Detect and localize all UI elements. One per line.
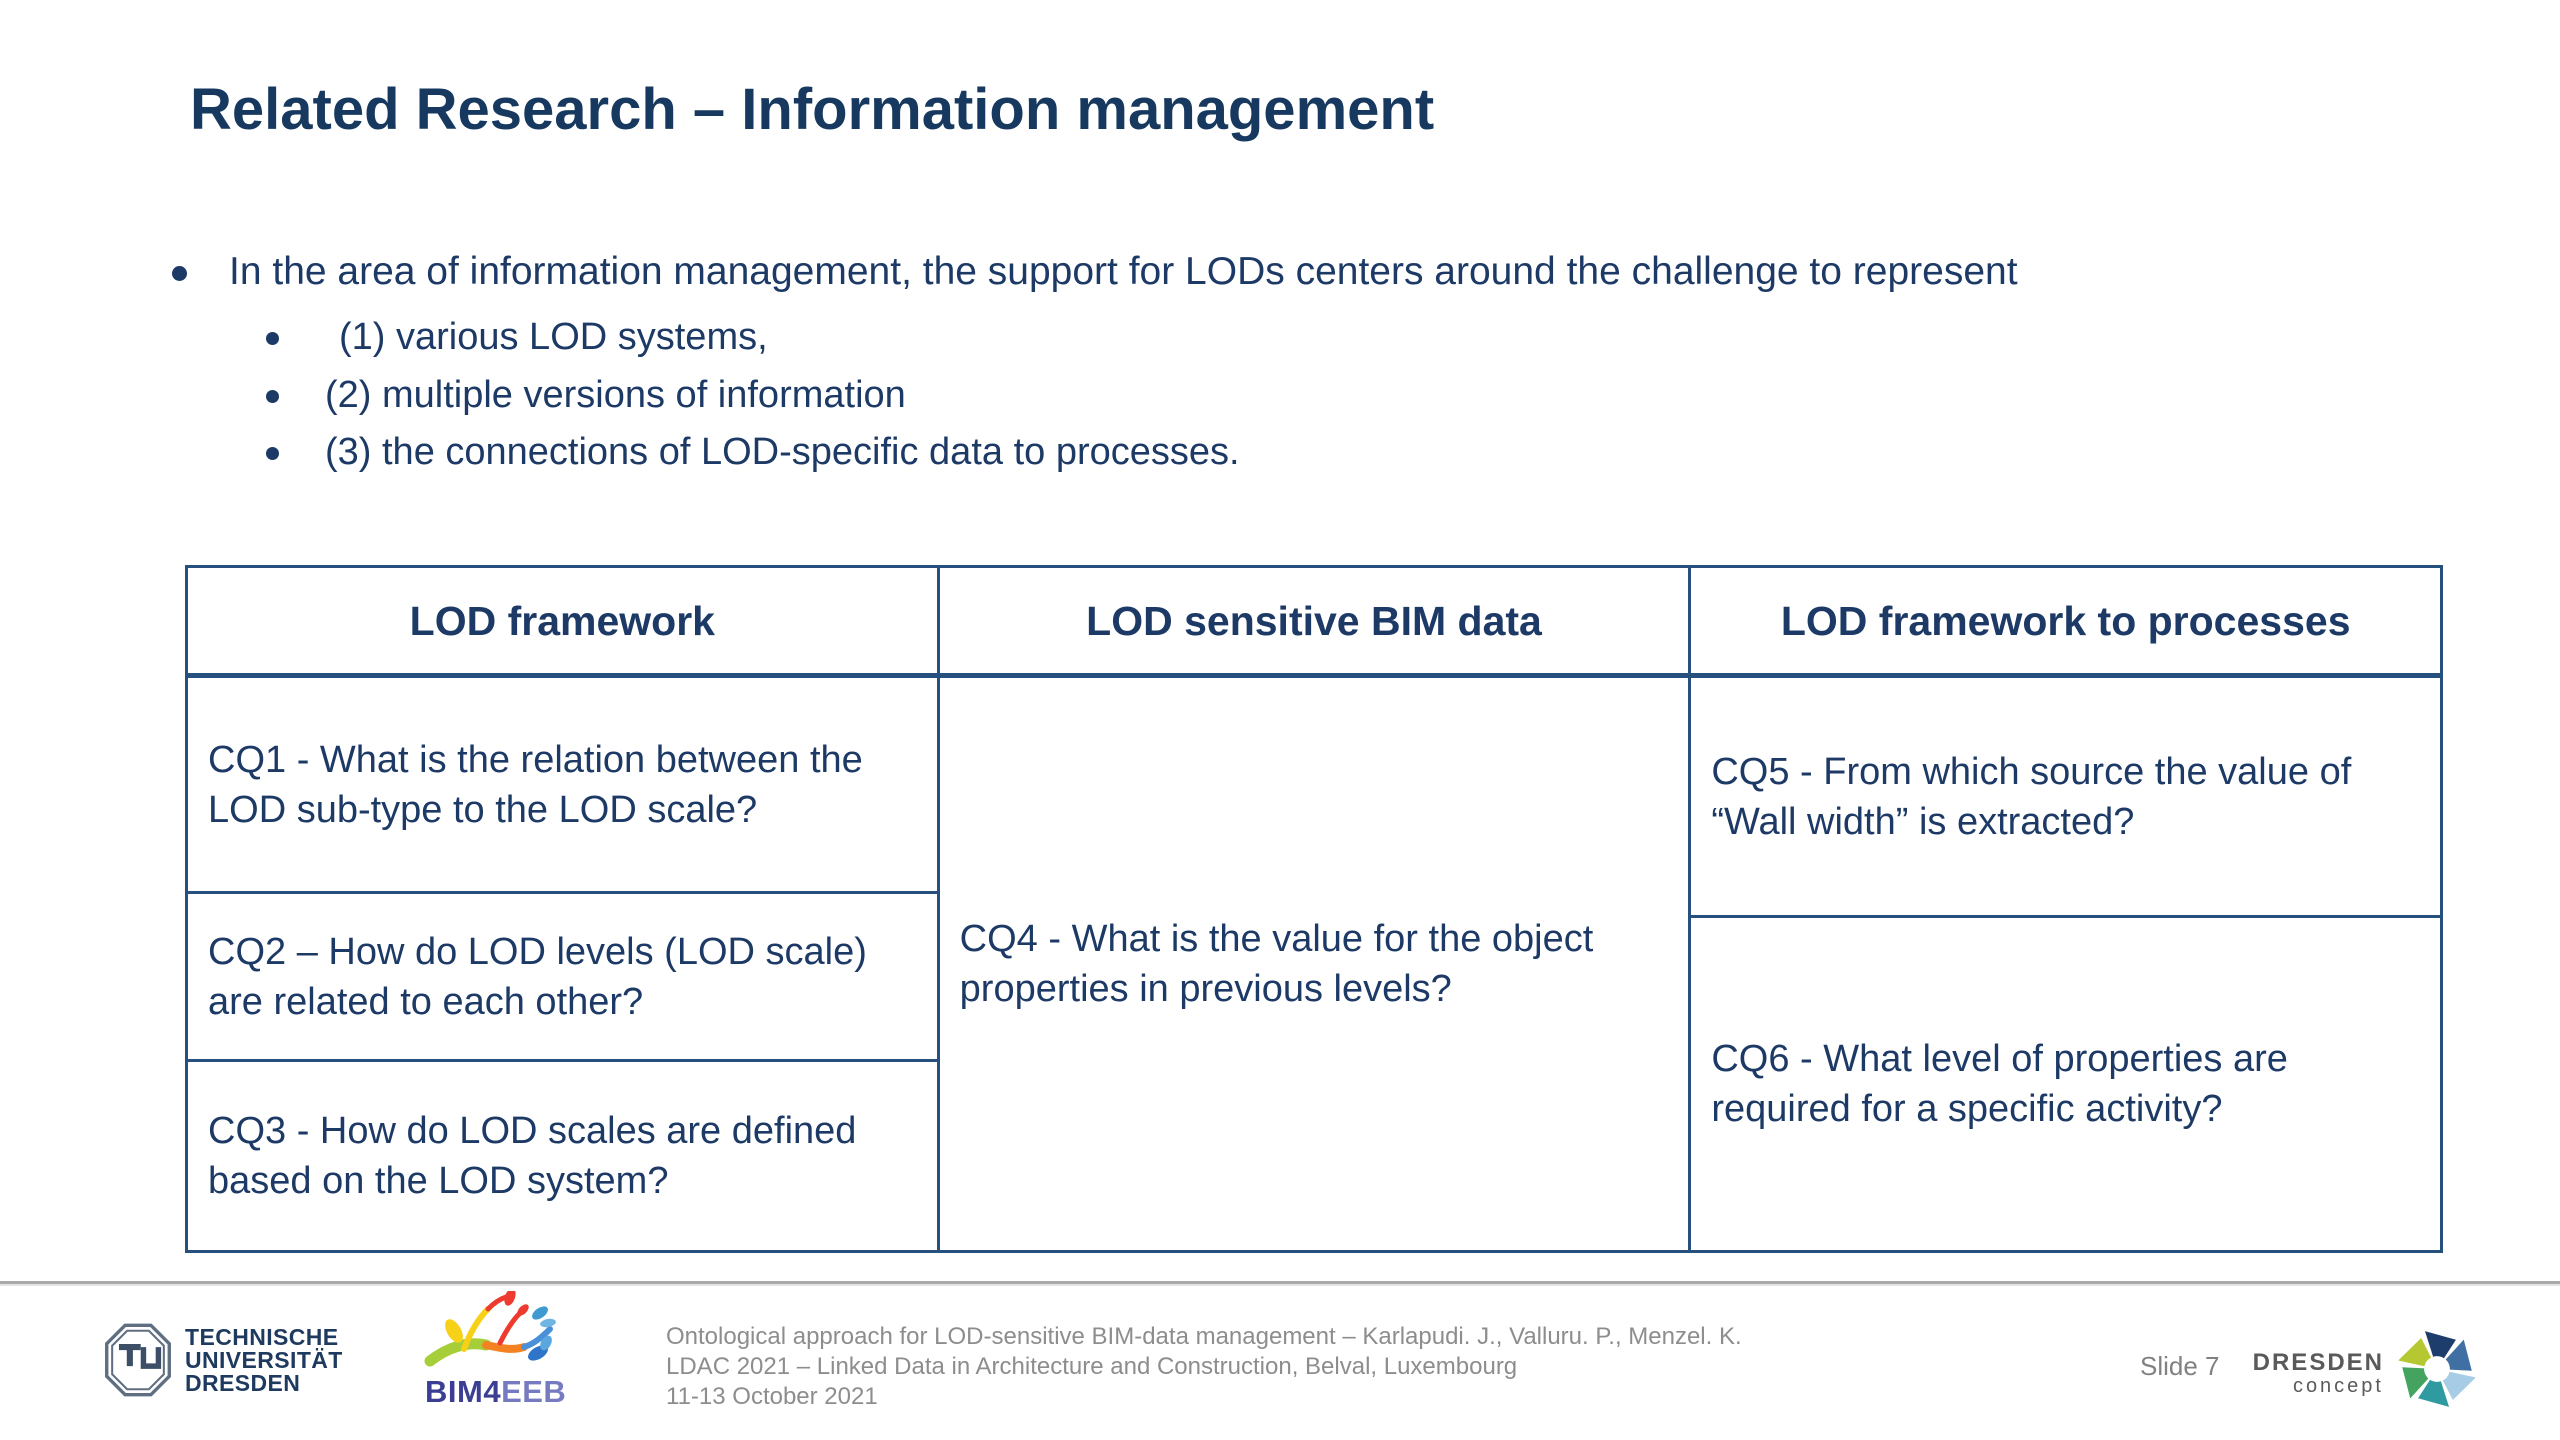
- tu-line1: TECHNISCHE: [185, 1323, 339, 1350]
- bullet-item-sub2: (2) multiple versions of information: [266, 374, 906, 417]
- bim4eeb-wordmark: BIM4EEB: [425, 1374, 566, 1410]
- dresden-concept-line2: concept: [2292, 1375, 2384, 1397]
- table-column-lod-sensitive-bim-data: LOD sensitive BIM data CQ4 - What is the…: [939, 568, 1692, 1250]
- bullet-sub3-text: (3) the connections of LOD-specific data…: [325, 431, 1240, 473]
- bullet-sub2-text: (2) multiple versions of information: [325, 374, 906, 416]
- bim4-text: BIM4: [425, 1374, 502, 1409]
- table-header-cell: LOD framework: [188, 568, 937, 678]
- citation-line2: LDAC 2021 – Linked Data in Architecture …: [666, 1353, 1518, 1380]
- bullet-sub1-text: (1) various LOD systems,: [339, 316, 768, 358]
- bullet-main-text: In the area of information management, t…: [229, 250, 2018, 293]
- table-header-cell: LOD framework to processes: [1691, 568, 2441, 678]
- tu-dresden-wordmark: TECHNISCHE UNIVERSITÄT DRESDEN: [185, 1323, 343, 1396]
- bullet-item-sub1: (1) various LOD systems,: [266, 316, 768, 359]
- table-header-cell: LOD sensitive BIM data: [939, 568, 1689, 678]
- competency-question-table: LOD framework CQ1 - What is the relation…: [185, 565, 2443, 1253]
- dresden-concept-pinwheel-icon: [2398, 1331, 2476, 1407]
- table-cell-cq1: CQ1 - What is the relation between the L…: [188, 678, 937, 894]
- slide-number: Slide 7: [2140, 1351, 2220, 1381]
- dresden-concept-wordmark: DRESDEN concept: [2224, 1349, 2384, 1398]
- table-cell-cq4: CQ4 - What is the value for the object p…: [959, 918, 1594, 1010]
- bullet-dot-icon: [266, 390, 279, 403]
- table-column-lod-framework: LOD framework CQ1 - What is the relation…: [188, 568, 940, 1250]
- table-cell-cq6: CQ6 - What level of properties are requi…: [1711, 1038, 2288, 1130]
- table-cell-cq3: CQ3 - How do LOD scales are defined base…: [208, 1110, 857, 1202]
- citation-line1: Ontological approach for LOD-sensitive B…: [666, 1323, 1742, 1350]
- bim4eeb-branch-icon: [424, 1291, 556, 1367]
- tu-octagon-icon: [105, 1323, 171, 1397]
- bullet-dot-icon: [266, 447, 279, 460]
- bullet-item-main: In the area of information management, t…: [172, 250, 2018, 294]
- tu-line2: UNIVERSITÄT: [185, 1346, 343, 1373]
- table-cell-cq5: CQ5 - From which source the value of “Wa…: [1691, 678, 2441, 918]
- table-cell-cq2: CQ2 – How do LOD levels (LOD scale) are …: [188, 894, 937, 1062]
- footer-divider-line: [0, 1281, 2560, 1286]
- table-column-lod-framework-to-processes: LOD framework to processes CQ5 - From wh…: [1691, 568, 2441, 1250]
- citation-line3: 11-13 October 2021: [666, 1383, 878, 1410]
- footer-citation: Ontological approach for LOD-sensitive B…: [666, 1322, 1742, 1412]
- tu-dresden-logo: TECHNISCHE UNIVERSITÄT DRESDEN: [104, 1322, 343, 1398]
- dresden-concept-line1: DRESDEN: [2252, 1349, 2384, 1376]
- bullet-dot-icon: [172, 266, 187, 281]
- eeb-text: EEB: [501, 1374, 567, 1409]
- slide-title: Related Research – Information managemen…: [190, 77, 1435, 142]
- bullet-dot-icon: [266, 332, 279, 345]
- bullet-item-sub3: (3) the connections of LOD-specific data…: [266, 431, 1240, 474]
- tu-line3: DRESDEN: [185, 1369, 301, 1396]
